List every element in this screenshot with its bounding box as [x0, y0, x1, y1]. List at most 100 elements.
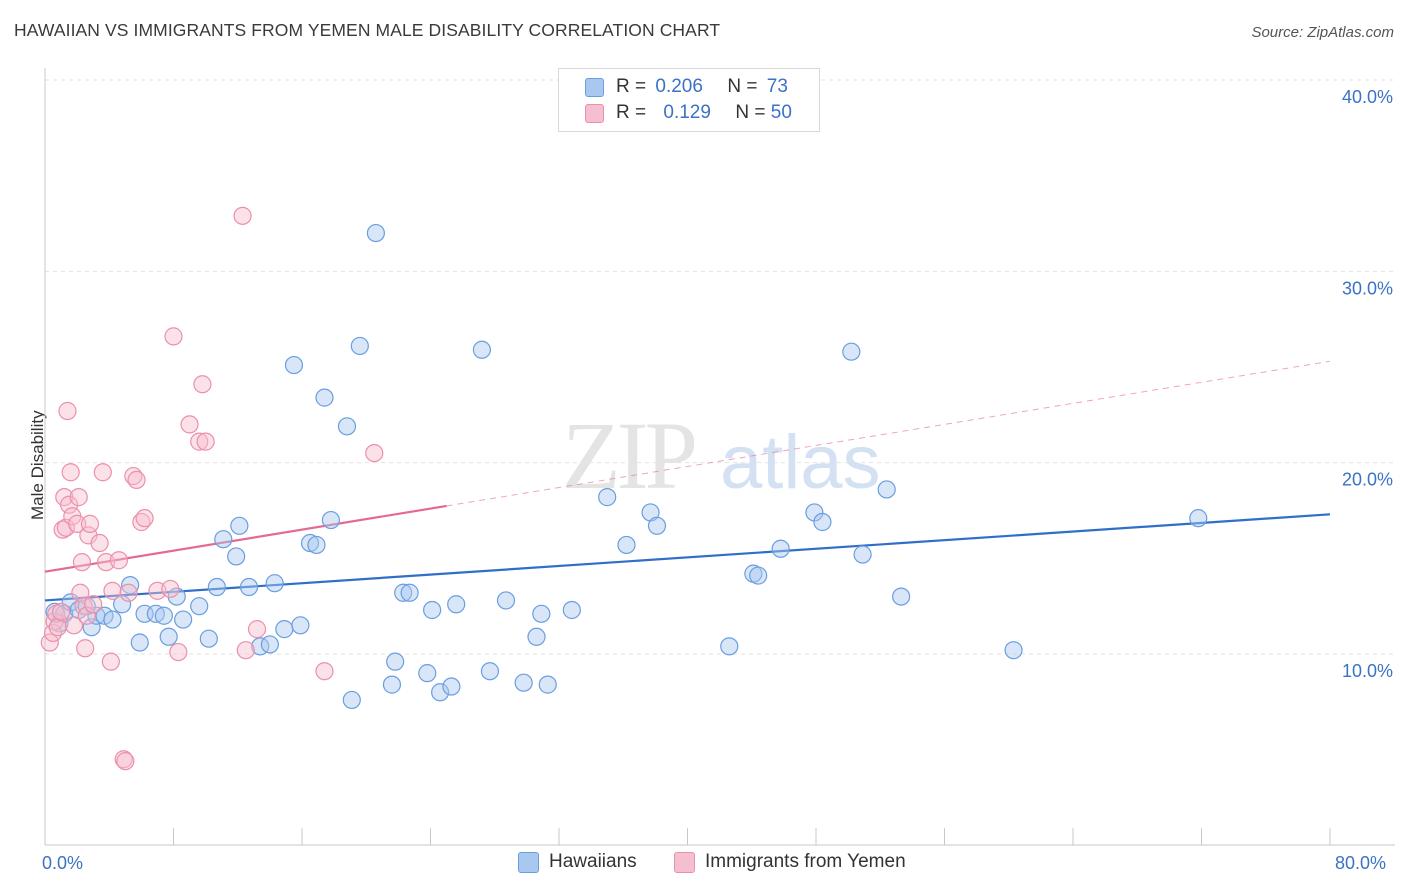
hawaiians-point	[227, 547, 246, 566]
hawaiians-point	[239, 577, 259, 597]
yemen-point	[236, 641, 255, 660]
hawaiians-point	[350, 336, 369, 356]
yemen-point	[80, 514, 100, 533]
legend-row-hawaiians: R = 0.206 N = 73	[585, 75, 788, 99]
hawaiians-point	[154, 606, 173, 625]
legend-r-label: R =	[616, 76, 647, 97]
zipatlas-watermark: ZIP atlas	[562, 402, 881, 509]
yemen-point	[71, 583, 90, 602]
legend-r-label: R =	[616, 102, 647, 123]
hawaiians-point	[853, 545, 872, 564]
legend-item-yemen: Immigrants from Yemen	[674, 851, 906, 873]
hawaiians-point	[214, 530, 233, 549]
hawaiians-point	[394, 583, 413, 602]
yemen-point	[180, 415, 199, 434]
yemen-point	[315, 662, 334, 681]
legend-swatch-pink	[585, 103, 604, 123]
hawaiians-point	[647, 516, 667, 535]
hawaiians-point	[342, 690, 361, 710]
y-tick-label: 20.0%	[1342, 470, 1393, 490]
hawaiians-swatch	[518, 851, 539, 873]
legend-n-value: 73	[766, 76, 788, 97]
y-tick-label: 40.0%	[1342, 87, 1393, 107]
hawaiians-point	[382, 675, 402, 694]
hawaiians-point	[562, 600, 581, 620]
yemen-point	[64, 616, 84, 635]
yemen-point	[48, 618, 67, 637]
hawaiians-point	[598, 488, 617, 507]
x-max-label: 80.0%	[1335, 853, 1387, 873]
hawaiians-point	[472, 340, 491, 359]
hawaiians-point	[496, 591, 516, 610]
legend-n-label: N =	[735, 102, 766, 123]
legend-row-yemen: R = 0.129 N = 50	[585, 101, 792, 125]
gridlines	[45, 79, 1395, 655]
yemen-point	[164, 327, 183, 346]
yemen-point	[77, 606, 96, 625]
hawaiians-point	[265, 574, 284, 593]
yemen-point	[45, 612, 64, 631]
legend-r-value: 0.129	[663, 102, 711, 123]
hawaiians-point	[199, 629, 218, 648]
hawaiians-point	[366, 223, 385, 243]
yemen-point	[193, 375, 212, 394]
hawaiians-point	[418, 664, 437, 683]
hawaiians-point	[877, 480, 896, 499]
legend-n-value: 50	[770, 102, 792, 123]
yemen-point	[93, 463, 112, 482]
yemen-point	[68, 514, 87, 533]
yemen-point	[90, 533, 109, 553]
hawaiians-point	[121, 576, 140, 595]
x-min-label: 0.0%	[42, 853, 84, 873]
yemen-point	[190, 432, 209, 451]
yemen-point	[119, 583, 138, 602]
yemen-point	[161, 579, 180, 599]
hawaiians-point	[892, 587, 911, 606]
yemen-point	[69, 488, 88, 507]
hawaiians-point	[431, 683, 450, 702]
hawaiians-point	[207, 577, 226, 597]
hawaiians-point	[275, 620, 294, 639]
hawaiians-point	[230, 516, 249, 535]
hawaiians-label: Hawaiians	[549, 851, 637, 872]
watermark-zip: ZIP	[562, 402, 695, 509]
yemen-points	[40, 206, 384, 771]
legend-swatch-blue	[585, 77, 604, 97]
yemen-point	[72, 553, 92, 572]
hawaiians-point	[1004, 641, 1023, 660]
hawaiians-point	[1189, 509, 1208, 528]
hawaiians-point	[480, 662, 500, 681]
hawaiians-point	[749, 566, 768, 585]
yemen-point	[58, 401, 77, 421]
watermark-atlas: atlas	[720, 420, 881, 505]
series-legend: Hawaiians Immigrants from Yemen	[0, 851, 1406, 877]
hawaiians-point	[527, 627, 546, 646]
yemen-point	[56, 518, 75, 537]
yemen-point	[61, 463, 80, 482]
hawaiians-point	[112, 595, 132, 614]
yemen-trend-line	[44, 504, 447, 573]
yemen-point	[84, 595, 103, 614]
hawaiians-point	[442, 677, 461, 696]
hawaiians-point	[423, 600, 442, 620]
hawaiians-point	[386, 652, 405, 671]
hawaiians-point	[538, 675, 557, 694]
yemen-swatch	[674, 851, 695, 873]
yemen-point	[76, 639, 95, 658]
yemen-point	[233, 206, 252, 225]
legend-item-hawaiians: Hawaiians	[518, 851, 637, 873]
hawaiians-points	[45, 223, 1208, 710]
yemen-point	[109, 551, 128, 570]
legend-n-label: N =	[727, 76, 758, 97]
hawaiians-point	[103, 610, 122, 629]
hawaiians-point	[260, 635, 279, 654]
hawaiians-point	[842, 342, 861, 361]
yemen-point	[59, 495, 79, 514]
y-tick-label: 30.0%	[1342, 278, 1393, 298]
hawaiians-point	[514, 673, 533, 692]
y-tick-label: 10.0%	[1342, 661, 1393, 681]
yemen-point	[169, 642, 188, 662]
yemen-label: Immigrants from Yemen	[705, 851, 906, 872]
yemen-point	[135, 509, 154, 528]
